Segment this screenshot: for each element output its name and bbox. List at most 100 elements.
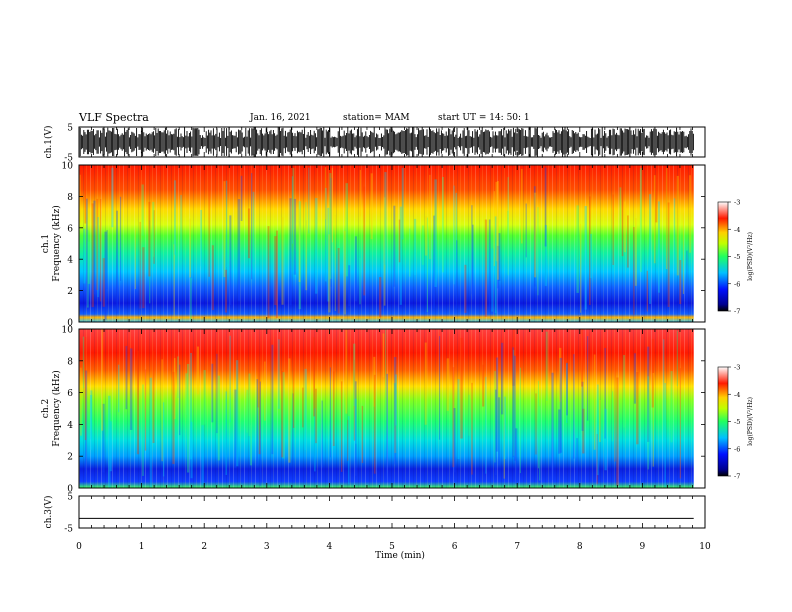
ch1-spec-spectrogram-streak [507,210,509,257]
ch1-spec-spectrogram-streak [79,174,81,223]
ch2-spec-spectrogram-streak [89,395,93,450]
ch1-spec-spectrogram-streak [224,269,228,313]
ch2-spec-spectrogram-streak [288,358,291,463]
ch1-spec-spectrogram-streak [433,215,435,309]
ch1-spec-spectrogram-streak [676,175,679,276]
ch2-spec-spectrogram-streak [235,360,239,467]
ch1-spec-spectrogram-streak [211,245,214,311]
ch1-spec-spectrogram-streak [655,177,658,223]
ch1-spec-spectrogram-streak [686,250,688,308]
ch2-spec-spectrogram-streak [512,347,514,458]
ch1-spec-spectrogram-streak [649,194,652,304]
ch2-spec-spectrogram-streak [321,400,323,468]
ch2-spec-spectrogram-streak [173,358,176,419]
ch2-spec-spectrogram-streak [393,357,397,465]
ch1-spec-ytick-label: 8 [67,193,73,203]
ch2-spec-spectrogram-streak [203,370,206,425]
colorbar-tick-label: -6 [734,280,740,288]
ch1-spec-spectrogram-streak [494,216,497,314]
ch2-spec-spectrogram-streak [395,374,397,426]
ch1-spec-spectrogram-streak [653,175,656,264]
ch1-spec-spectrogram-streak [305,202,307,264]
ch1-spec-spectrogram-streak [621,177,624,257]
ch1-spec-spectrogram-streak [237,199,241,301]
ch1-spec-spectrogram-streak [331,168,334,243]
ch2-spec-spectrogram-streak [623,355,625,428]
ch2-spec-spectrogram-streak [234,389,237,468]
ch1-spec-spectrogram-streak [534,192,537,278]
ch1-spec-spectrogram-streak [308,167,310,234]
ch2-spec-spectrogram-streak [313,337,316,417]
ch2-spec-spectrogram-streak [559,357,563,453]
ch2-spec-spectrogram-streak [647,376,649,470]
ch1-spec-spectrogram-streak [106,230,108,290]
ch2-spec-spectrogram-streak [108,395,111,488]
ch2-spec-spectrogram-streak [162,402,165,477]
ch2-spec-spectrogram-streak [611,391,614,442]
ch2-spec-spectrogram-streak [382,333,385,378]
ch1-spec-spectrogram-streak [200,209,203,267]
ch1-spec-spectrogram-streak [401,167,404,240]
ch1-spec-spectrogram-streak [429,174,431,259]
ch2-spec-spectrogram-streak [503,396,505,479]
ch2-spectrogram-panel: 0 2 4 6 8 10 ch.2 Frequency (kHz) [41,326,706,495]
ch2-spec-spectrogram-streak [394,393,397,453]
ch1-spec-spectrogram-streak [493,191,495,267]
ch1-spec-ytick-label: 4 [67,256,73,266]
ch1-spec-spectrogram-streak [409,228,411,277]
ch2-spec-spectrogram-streak [229,335,231,423]
ch1-spec-spectrogram-streak [324,187,327,282]
ch2-spec-spectrogram-streak [482,364,485,407]
ch1-spec-spectrogram-streak [665,167,668,270]
ch1-spec-spectrogram-streak [324,167,327,220]
ch2-spec-spectrogram-streak [101,329,104,431]
ch2-spec-spectrogram-streak [256,379,259,466]
ch1-spec-spectrogram-streak [399,206,402,305]
colorbar-label: log(PSD)(V²/Hz) [747,232,754,281]
ch2-spec-spectrogram-streak [647,346,650,442]
ch2-spec-spectrogram-streak [586,336,589,421]
time-tick-label: 1 [139,542,145,552]
ch1-spec-spectrogram-streak [537,207,539,296]
ch2-spec-spectrogram-streak [246,389,249,433]
ch2-spec-spectrogram-streak [315,388,317,444]
ch2-spec-spectrogram-streak [662,339,665,441]
ch1-spec-spectrogram-streak [292,167,295,230]
ch1-spec-spectrogram-streak [343,231,347,315]
ch2-spec-spectrogram-streak [248,373,251,436]
ch2-spec-spectrogram-streak [604,408,607,471]
ch1-spec-spectrogram-streak [359,169,362,217]
ch1-spec-spectrogram-streak [682,212,684,295]
colorbar-tick-label: -4 [734,391,740,399]
ch1-spec-spectrogram-streak [646,270,649,312]
time-tick-label: 8 [577,542,583,552]
ch2-spec-spectrogram-streak [109,421,113,472]
ch2-spec-spectrogram-streak [558,409,561,454]
ch2-spec-spectrogram-streak [599,399,601,443]
ch2-spec-spectrogram-streak [545,331,548,401]
ch1-spec-spectrogram-streak [87,241,91,284]
ch1-spec-spectrogram-streak [102,258,105,307]
ch1-spec-spectrogram-streak [456,240,458,309]
ch2-spec-spectrogram-streak [129,348,133,430]
ch1-spec-spectrogram-streak [441,176,444,273]
date-label: Jan. 16, 2021 [250,113,311,123]
ch1-spec-spectrogram-streak [544,224,547,286]
ch2-spec-spectrogram-streak [453,408,456,473]
ch1-spec-ytick-label: 6 [67,224,73,234]
ch2-spec-spectrogram-streak [90,390,93,440]
ch1-spec-ytick-label: 0 [67,319,73,329]
ch2-spec-spectrogram-streak [278,339,280,409]
ch2-spec-spectrogram-streak [494,371,496,463]
ch1-spec-spectrogram-streak [359,258,361,305]
ch2-spec-spectrogram-streak [581,381,584,431]
colorbar-2 [717,366,729,477]
ch2-spec-spectrogram-streak [304,368,307,450]
ch1-spec-spectrogram-streak [149,220,151,304]
ch1-spec-spectrogram-streak [315,197,318,294]
ch2-spec-spectrogram-streak [347,419,349,461]
ch1-spec-spectrogram-streak [153,210,155,264]
ch1-spec-spectrogram-streak [190,278,192,321]
colorbar-tick-label: -6 [734,445,740,453]
colorbar-tick-label: -3 [734,199,740,207]
